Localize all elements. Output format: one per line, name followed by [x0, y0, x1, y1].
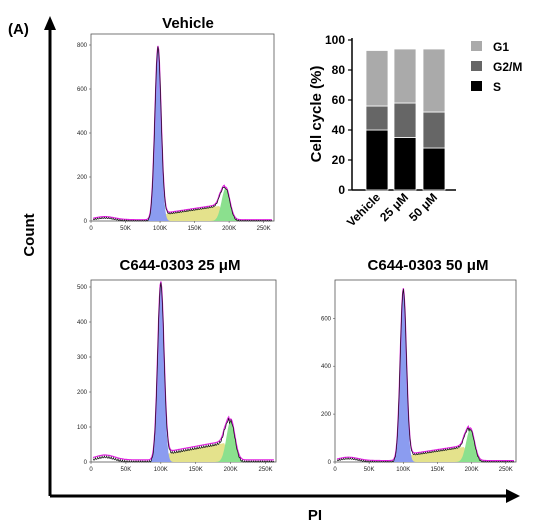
dose-25um-y-tick-label: 0 [84, 460, 88, 466]
y-axis-title: Count [21, 213, 38, 256]
vehicle-s-phase-area [93, 206, 272, 221]
dose-25um-fit-curve [92, 281, 274, 461]
dose-50um-y-tick-label: 0 [328, 460, 332, 466]
vehicle-x-tick-label: 150K [188, 226, 202, 232]
dose-25um-plot-frame [90, 279, 277, 463]
dose-50um-x-tick-label: 150K [430, 467, 444, 473]
dose-25um-y-tick-label: 200 [77, 390, 88, 396]
vehicle-data-trace [92, 46, 273, 222]
vehicle-y-tick-label: 400 [77, 131, 88, 137]
bar-chart-ylabel: Cell cycle (%) [308, 66, 325, 163]
vehicle-x-tick-label: 50K [120, 226, 131, 232]
dose-25um-y-tick-label: 400 [77, 320, 88, 326]
dose-50um-y-tick-label: 600 [321, 316, 332, 322]
legend-swatch [471, 61, 482, 71]
x-axis-title: PI [308, 507, 322, 524]
vehicle-g2m-peak-area [93, 188, 272, 221]
bar-category-label: 25 μM [377, 190, 411, 224]
vehicle-y-tick-label: 0 [84, 219, 88, 225]
dose-50um-g2m-peak-area [337, 429, 514, 462]
dose-25um-g2m-peak-area [93, 421, 274, 462]
vehicle-y-tick-label: 600 [77, 87, 88, 93]
dose-25um-y-tick-label: 500 [77, 285, 88, 291]
bar-g1-segment [365, 50, 389, 107]
legend-label: G1 [493, 40, 509, 54]
bar-s-segment [422, 147, 446, 191]
bar-chart-y-tick-label: 40 [332, 123, 346, 137]
bar-g2m-segment [393, 102, 417, 138]
histogram-50um-title: C644-0303 50 μM [368, 257, 489, 274]
bar-g1-segment [393, 48, 417, 104]
dose-50um-data-trace [336, 288, 515, 463]
vehicle-x-tick-label: 100K [153, 226, 167, 232]
dose-50um-x-tick-label: 250K [499, 467, 513, 473]
dose-25um-x-tick-label: 100K [154, 467, 168, 473]
bar-s-segment [365, 129, 389, 191]
vehicle-plot-frame [90, 33, 275, 222]
dose-25um-data-trace [92, 282, 275, 463]
histogram-25um-title: C644-0303 25 μM [120, 257, 241, 274]
vehicle-x-tick-label: 250K [257, 226, 271, 232]
dose-25um-x-tick-label: 50K [121, 467, 132, 473]
legend-label: S [493, 80, 501, 94]
dose-50um-fit-curve [336, 288, 514, 462]
dose-25um-x-tick-label: 0 [89, 467, 93, 473]
legend-label: G2/M [493, 60, 522, 74]
dose-50um-x-tick-label: 100K [396, 467, 410, 473]
histogram-50um: C644-0303 50 μM 0 50K 100K 150K 200K 250K 0 200… [321, 257, 517, 473]
dose-50um-s-phase-area [337, 447, 514, 462]
histogram-25um: C644-0303 25 μM 0 50K 100K 150K 200K 250K 0 100… [77, 257, 277, 473]
dose-25um-y-tick-label: 100 [77, 425, 88, 431]
dose-50um-y-tick-label: 400 [321, 364, 332, 370]
vehicle-y-tick-label: 800 [77, 43, 88, 49]
vehicle-x-tick-label: 200K [222, 226, 236, 232]
dose-50um-y-tick-label: 200 [321, 412, 332, 418]
figure-axes [44, 16, 520, 503]
dose-25um-x-tick-label: 150K [189, 467, 203, 473]
dose-50um-x-tick-label: 0 [333, 467, 337, 473]
bar-g2m-segment [422, 111, 446, 149]
dose-25um-x-tick-label: 250K [259, 467, 273, 473]
histogram-vehicle-title: Vehicle [162, 15, 214, 32]
dose-25um-y-tick-label: 300 [77, 355, 88, 361]
bar-chart-y-tick-label: 80 [332, 63, 346, 77]
bar-s-segment [393, 137, 417, 191]
bar-chart-y-tick-label: 20 [332, 153, 346, 167]
vehicle-y-tick-label: 200 [77, 175, 88, 181]
legend-swatch [471, 41, 482, 51]
histogram-vehicle: Vehicle 0 50K 100K 150K 200K 250K 0 200 400 600 80… [77, 15, 275, 232]
bar-category-label: Vehicle [344, 190, 383, 229]
dose-25um-x-tick-label: 200K [224, 467, 238, 473]
dose-50um-plot-frame [334, 279, 517, 463]
panel-label: (A) [8, 21, 29, 38]
bar-g1-segment [422, 48, 446, 113]
bar-g2m-segment [365, 105, 389, 131]
vehicle-x-tick-label: 0 [89, 226, 93, 232]
dose-50um-x-tick-label: 50K [364, 467, 375, 473]
bar-chart-y-tick-label: 0 [338, 183, 345, 197]
dose-50um-x-tick-label: 200K [465, 467, 479, 473]
bar-chart-y-tick-label: 100 [325, 33, 345, 47]
bar-category-label: 50 μM [406, 190, 440, 224]
legend-swatch [471, 81, 482, 91]
bar-chart-y-tick-label: 60 [332, 93, 346, 107]
